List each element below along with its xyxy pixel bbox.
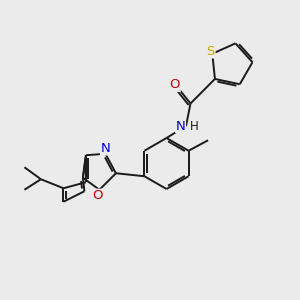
Text: O: O [170,78,180,92]
Text: S: S [207,45,215,58]
Text: N: N [100,142,110,155]
Text: O: O [92,189,102,202]
Text: N: N [176,119,185,133]
Text: H: H [190,119,199,133]
